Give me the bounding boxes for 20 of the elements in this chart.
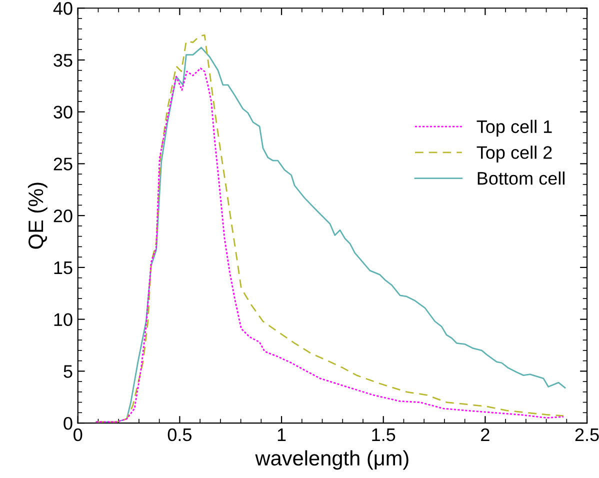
- x-tick-label: 0: [74, 428, 82, 442]
- y-tick-label: 30: [54, 106, 72, 119]
- legend-label: Top cell 1: [476, 120, 552, 137]
- y-tick-label: 0: [64, 416, 72, 430]
- y-tick-label: 25: [54, 158, 72, 170]
- y-tick-label: 5: [64, 365, 72, 378]
- x-axis-title: wavelength (μm): [255, 450, 408, 470]
- x-tick-label: 1.5: [372, 428, 396, 442]
- y-tick-label: 20: [54, 210, 72, 222]
- x-tick-label: 2.5: [575, 428, 599, 442]
- y-axis-title: QE (%): [28, 182, 48, 249]
- x-tick-label: 2: [481, 428, 490, 441]
- legend-label: Top cell 2: [476, 146, 552, 162]
- x-tick-label: 0.5: [168, 428, 192, 442]
- x-tick-label: 1: [278, 428, 286, 441]
- y-tick-label: 35: [54, 54, 72, 67]
- y-tick-label: 10: [54, 313, 72, 326]
- y-tick-label: 15: [54, 262, 72, 274]
- y-tick-label: 40: [53, 2, 72, 15]
- legend-label: Bottom cell: [478, 172, 564, 185]
